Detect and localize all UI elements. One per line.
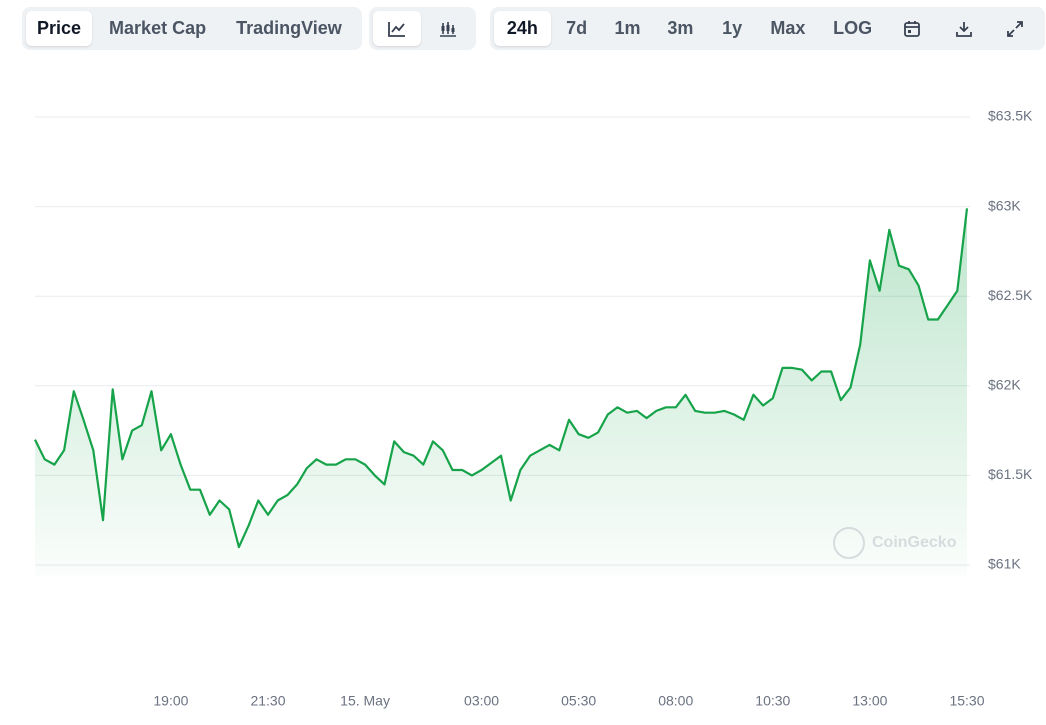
range-tab[interactable]: 1y xyxy=(722,18,743,38)
fullscreen-button[interactable] xyxy=(989,11,1041,46)
y-tick-label: $61K xyxy=(988,556,1021,572)
y-tick-label: $63.5K xyxy=(988,108,1033,124)
watermark-text: CoinGecko xyxy=(872,534,957,551)
price-line xyxy=(34,208,969,549)
x-tick-label: 03:00 xyxy=(464,693,499,709)
line-icon xyxy=(387,21,405,37)
watermark-logo xyxy=(833,527,865,559)
tab[interactable]: Price xyxy=(26,11,93,46)
x-tick-label: 15:30 xyxy=(949,693,984,709)
range-tabs: 24h 7d 1m 3m 1y Max LOG xyxy=(490,7,1045,50)
line-chart-button[interactable] xyxy=(373,11,421,46)
candle-chart-button[interactable] xyxy=(425,11,473,46)
y-tick-label: $62.5K xyxy=(988,287,1033,303)
x-tick-label: 05:30 xyxy=(561,693,596,709)
x-tick-label: 21:30 xyxy=(250,693,285,709)
x-tick-label: 08:00 xyxy=(658,693,693,709)
x-tick-label: 19:00 xyxy=(153,693,188,709)
area xyxy=(35,208,967,576)
range-tab[interactable]: 7d xyxy=(566,18,588,38)
tab[interactable]: Market Cap xyxy=(109,18,207,38)
candle-icon xyxy=(440,21,457,37)
download-button[interactable] xyxy=(939,11,989,46)
y-tick-label: $63K xyxy=(988,197,1021,213)
watermark: CoinGecko xyxy=(833,527,957,559)
range-tab[interactable]: 3m xyxy=(667,18,694,38)
range-tab[interactable]: 24h xyxy=(494,11,551,46)
expand-icon xyxy=(1007,20,1023,37)
y-tick-label: $62K xyxy=(988,377,1021,393)
range-tab[interactable]: LOG xyxy=(833,18,873,38)
download-icon xyxy=(956,21,973,37)
x-tick-label: 10:30 xyxy=(755,693,790,709)
tab[interactable]: TradingView xyxy=(236,18,342,38)
view-tabs: Price Market Cap TradingView xyxy=(22,7,362,50)
range-tab[interactable]: Max xyxy=(770,18,806,38)
x-tick-label: 13:00 xyxy=(852,693,887,709)
range-tab[interactable]: 1m xyxy=(614,18,641,38)
calendar-button[interactable] xyxy=(886,11,940,46)
calendar-icon xyxy=(904,20,921,37)
y-tick-label: $61.5K xyxy=(988,466,1033,482)
chart-style-tabs xyxy=(369,7,476,50)
x-tick-label: 15. May xyxy=(340,693,390,709)
